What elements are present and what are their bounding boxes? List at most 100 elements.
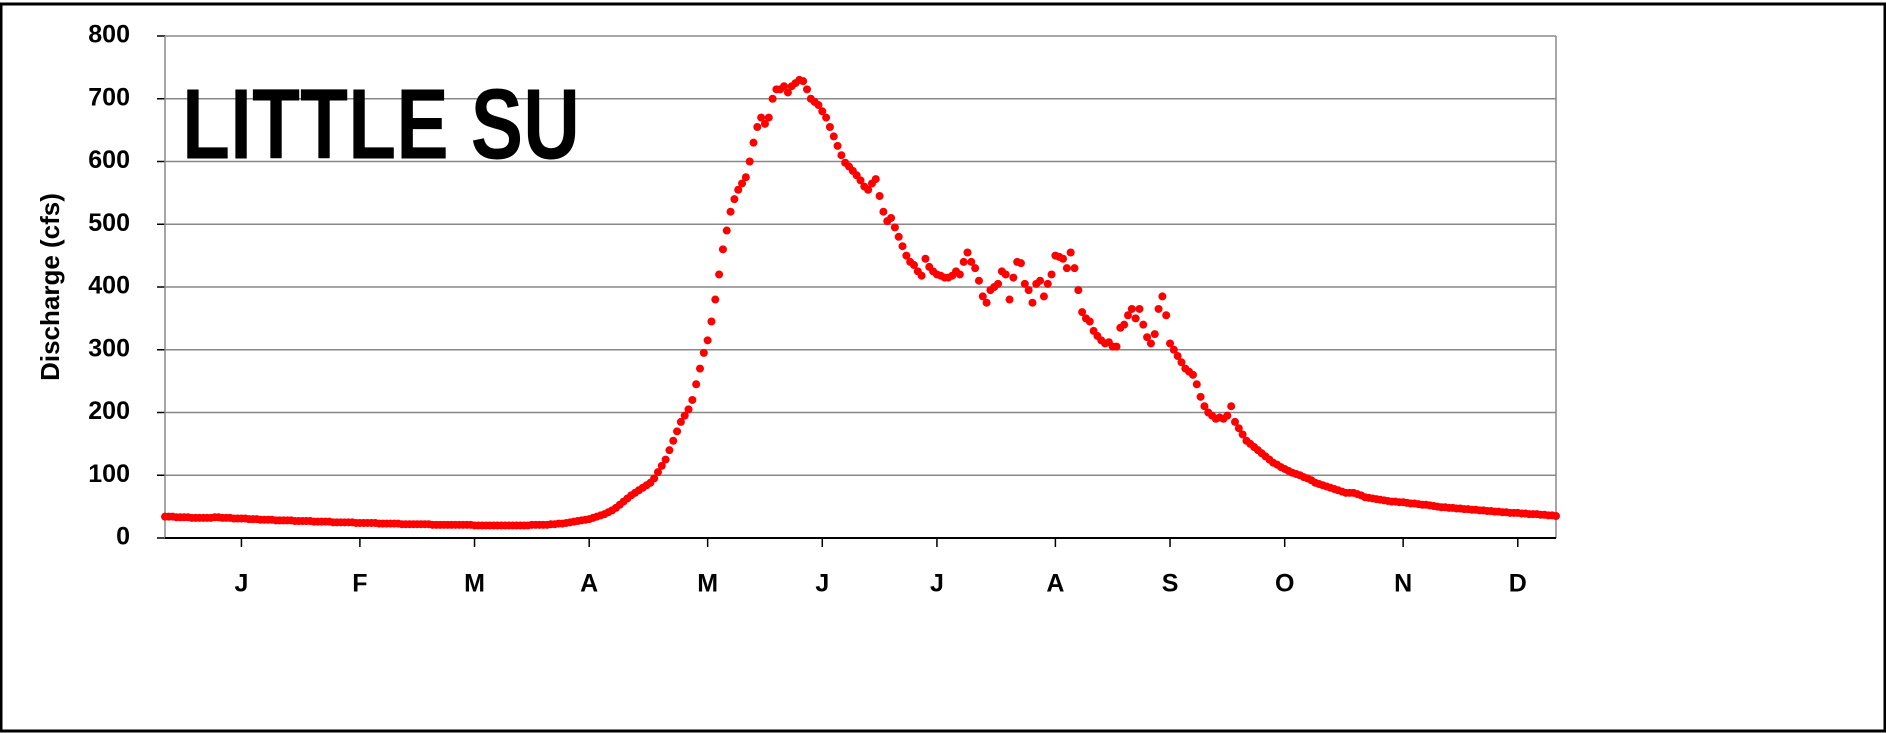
point: [1150, 330, 1159, 339]
point: [982, 298, 991, 307]
point: [1231, 417, 1239, 426]
point: [745, 157, 754, 166]
point: [879, 207, 888, 216]
point: [1062, 264, 1071, 273]
point: [864, 185, 873, 194]
point: [680, 411, 689, 420]
point: [764, 113, 773, 122]
points: [161, 75, 1560, 530]
grid: [157, 35, 1557, 547]
point: [1139, 320, 1148, 329]
y-tick-label: 400: [88, 272, 130, 300]
point: [692, 380, 701, 389]
point: [1009, 273, 1018, 282]
point: [1223, 411, 1232, 420]
point: [696, 364, 704, 373]
point: [959, 257, 968, 266]
point: [653, 468, 662, 477]
x-tick-label: M: [697, 570, 718, 598]
y-tick-label: 200: [88, 397, 130, 425]
point: [1066, 248, 1075, 257]
point: [799, 77, 808, 86]
point: [757, 113, 766, 122]
y-tick-label: 700: [88, 83, 130, 111]
point: [910, 261, 918, 270]
point: [1036, 276, 1045, 285]
point: [1177, 358, 1186, 367]
y-tick-label: 300: [88, 334, 130, 362]
point: [688, 395, 697, 404]
point: [1059, 254, 1068, 263]
point: [1227, 402, 1236, 411]
point: [768, 94, 777, 103]
point: [780, 82, 789, 91]
point: [684, 405, 693, 414]
point: [665, 446, 674, 455]
point: [703, 336, 712, 345]
point: [1070, 264, 1079, 273]
x-tick-label: J: [815, 570, 829, 598]
point: [803, 85, 811, 94]
point: [917, 271, 926, 280]
x-tick-label: A: [1046, 570, 1064, 598]
point: [955, 270, 964, 279]
point: [1188, 370, 1197, 379]
point: [699, 348, 708, 357]
point: [1028, 298, 1037, 307]
point: [1001, 270, 1010, 279]
point: [661, 455, 670, 464]
point: [829, 132, 838, 141]
point: [871, 175, 880, 184]
x-tick-label: S: [1162, 570, 1179, 598]
x-tick-label: J: [234, 570, 248, 598]
point: [722, 226, 731, 235]
point: [974, 276, 983, 285]
point: [1120, 320, 1129, 329]
point: [994, 279, 1003, 288]
point: [726, 207, 735, 216]
point: [1112, 342, 1121, 351]
point: [856, 176, 865, 185]
point: [921, 254, 930, 263]
point: [1085, 317, 1094, 326]
point: [1039, 292, 1048, 301]
x-tick-label: A: [580, 570, 598, 598]
point: [837, 151, 846, 160]
point: [734, 185, 743, 194]
y-tick-label: 600: [88, 146, 130, 174]
point: [676, 417, 685, 426]
point: [963, 248, 972, 257]
y-axis-label: Discharge (cfs): [35, 193, 65, 381]
point: [1169, 345, 1178, 354]
x-tick-label: N: [1394, 570, 1412, 598]
y-tick-label: 500: [88, 209, 130, 237]
point: [1135, 304, 1144, 313]
x-tick-label: M: [464, 570, 485, 598]
point: [1234, 424, 1243, 433]
point: [715, 270, 724, 279]
x-tick-label: J: [930, 570, 944, 598]
point: [1192, 380, 1201, 389]
point: [1154, 304, 1163, 313]
point: [1127, 304, 1136, 313]
point: [818, 107, 827, 116]
point: [1024, 286, 1033, 295]
point: [814, 101, 823, 110]
point: [1020, 279, 1029, 288]
point: [1074, 286, 1083, 295]
point: [707, 317, 716, 326]
point: [875, 192, 884, 201]
y-tick-label: 100: [88, 460, 130, 488]
point: [898, 242, 907, 251]
point: [971, 264, 980, 273]
point: [730, 195, 739, 204]
point: [1005, 295, 1014, 304]
point: [1131, 314, 1140, 323]
point: [890, 223, 899, 232]
point: [902, 251, 911, 260]
point: [1078, 308, 1087, 317]
point: [1146, 339, 1155, 348]
point: [825, 122, 834, 131]
